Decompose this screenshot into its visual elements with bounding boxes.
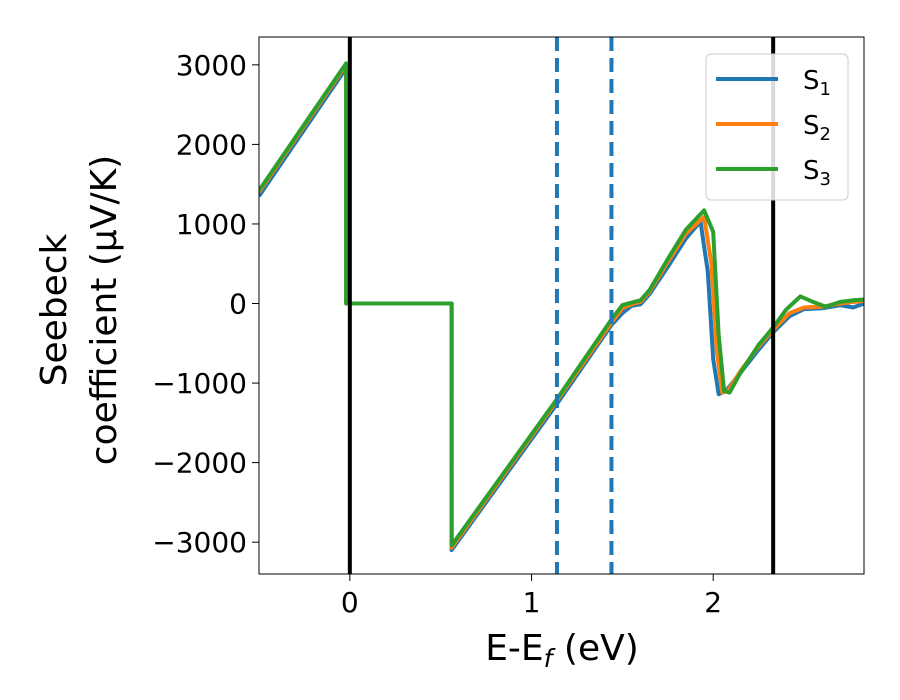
x-tick-label: 2 xyxy=(704,586,722,619)
y-tick-label: 0 xyxy=(229,288,247,321)
y-tick-label: −1000 xyxy=(152,367,247,400)
x-axis-label-main: E-E xyxy=(485,628,543,669)
plot-frame xyxy=(258,36,865,575)
y-tick-label: 3000 xyxy=(176,49,247,82)
plot-lines xyxy=(259,61,864,553)
y-tick-label: −3000 xyxy=(152,526,247,559)
x-axis-label-unit: (eV) xyxy=(552,628,638,669)
y-axis-label-line2: coefficient (μV/K) xyxy=(84,155,125,465)
legend-label-3: S3 xyxy=(803,156,831,190)
legend-box xyxy=(705,53,849,201)
legend-label-1: S1 xyxy=(803,66,831,100)
x-tick-label: 1 xyxy=(523,586,541,619)
x-axis-label: E-Ef (eV) xyxy=(485,628,639,673)
legend: S1 S2 S3 xyxy=(705,53,849,201)
y-axis-label-line1: Seebeck xyxy=(34,233,75,386)
y-ticks: −3000 −2000 −1000 0 1000 2000 3000 xyxy=(152,49,259,559)
y-tick-label: 1000 xyxy=(176,208,247,241)
y-axis-label: Seebeck coefficient (μV/K) xyxy=(34,155,125,465)
x-ticks: 0 1 2 xyxy=(341,574,722,619)
legend-label-2: S2 xyxy=(803,111,831,145)
y-tick-label: 2000 xyxy=(176,128,247,161)
y-tick-label: −2000 xyxy=(152,447,247,480)
series-line-3 xyxy=(259,61,864,548)
x-tick-label: 0 xyxy=(341,586,359,619)
